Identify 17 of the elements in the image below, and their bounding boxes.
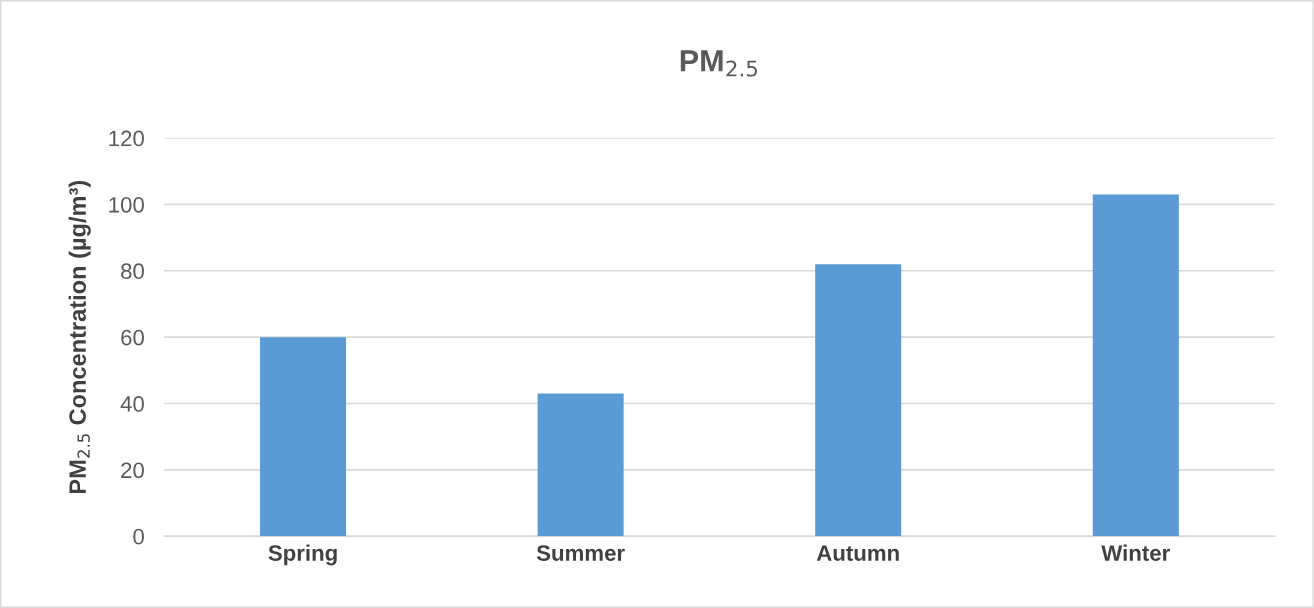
- x-tick-label: Summer: [536, 545, 625, 561]
- x-tick-label: Spring: [268, 544, 337, 566]
- bar: [1092, 194, 1179, 537]
- y-tick-label: 120: [109, 130, 144, 147]
- y-axis-title: PM$_{2.5}$ Concentration (µg/m³): [68, 180, 91, 494]
- bar: [260, 337, 347, 537]
- y-tick-label: 40: [120, 396, 144, 412]
- y-tick-label: 80: [121, 263, 144, 280]
- y-tick-label: 0: [133, 528, 144, 545]
- y-tick-label: 60: [121, 329, 144, 346]
- y-tick-label: 20: [121, 462, 144, 479]
- chart-title: PM$_{2.5}$: [680, 50, 758, 77]
- bar: [537, 393, 624, 537]
- x-tick-label: Winter: [1101, 544, 1170, 561]
- bar: [815, 264, 902, 537]
- y-tick-label: 100: [109, 196, 144, 213]
- x-tick-label: Autumn: [816, 545, 899, 561]
